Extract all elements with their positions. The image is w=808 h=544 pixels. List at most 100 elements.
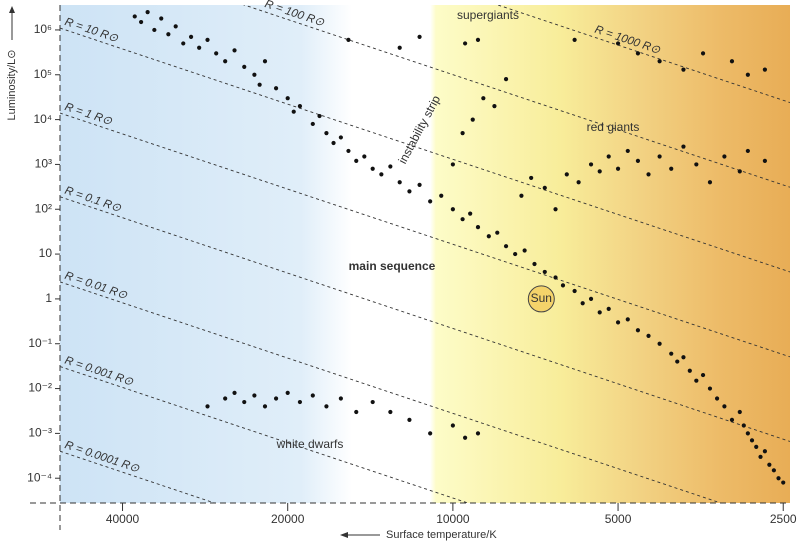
annotation: supergiants	[457, 8, 519, 22]
star	[370, 166, 375, 171]
star	[181, 41, 186, 46]
star	[606, 306, 611, 311]
star	[370, 399, 375, 405]
sun	[527, 285, 555, 313]
annotation: red giants	[587, 120, 640, 134]
star	[669, 166, 674, 171]
star	[132, 14, 137, 19]
star	[138, 19, 144, 25]
star	[588, 296, 594, 302]
star	[657, 59, 662, 64]
star	[657, 154, 662, 159]
star	[722, 154, 727, 159]
star	[503, 244, 509, 249]
star	[242, 64, 247, 69]
radius-line	[60, 281, 723, 503]
star	[346, 37, 351, 42]
star	[486, 234, 491, 239]
star	[606, 154, 611, 159]
star	[700, 51, 706, 56]
star	[262, 404, 268, 409]
star	[492, 103, 497, 109]
star	[460, 130, 465, 136]
star	[397, 180, 402, 185]
star	[463, 41, 468, 46]
star	[513, 251, 518, 257]
star	[354, 158, 359, 163]
y-axis-title: Luminosity/L⊙	[6, 6, 18, 120]
x-tick-label: 40000	[106, 512, 140, 526]
star	[324, 130, 329, 136]
star	[481, 96, 486, 101]
radius-line	[242, 5, 790, 188]
star	[625, 148, 630, 154]
star	[152, 27, 157, 33]
star	[257, 82, 262, 87]
star	[331, 140, 336, 146]
star	[529, 175, 534, 181]
star	[475, 37, 481, 42]
star	[615, 41, 621, 46]
x-tick-label: 5000	[605, 512, 632, 526]
star	[681, 144, 686, 149]
star	[681, 355, 686, 360]
star	[428, 431, 433, 436]
star	[657, 341, 662, 346]
star	[714, 396, 720, 401]
star	[762, 158, 767, 163]
star	[553, 207, 558, 212]
star	[749, 438, 755, 443]
star	[737, 169, 742, 174]
star	[580, 301, 585, 306]
star	[197, 45, 202, 50]
star	[297, 399, 303, 405]
star	[417, 34, 422, 39]
star	[379, 172, 384, 177]
star	[495, 230, 500, 235]
star	[324, 404, 329, 409]
star	[576, 180, 581, 185]
star	[159, 16, 164, 21]
x-axis-title: Surface temperature/K	[340, 529, 497, 541]
star	[468, 211, 473, 216]
y-tick-label: 10	[39, 246, 53, 260]
radius-line	[60, 450, 216, 503]
star	[615, 320, 621, 325]
x-tick-label: 20000	[271, 512, 305, 526]
y-tick-label: 10⁴	[33, 112, 52, 126]
star	[532, 261, 537, 267]
annotation: main sequence	[349, 259, 436, 273]
star	[310, 393, 315, 398]
x-arrow-head	[340, 532, 348, 538]
star	[564, 172, 569, 177]
star	[635, 328, 641, 333]
star	[273, 396, 279, 401]
star	[572, 37, 577, 42]
star	[762, 67, 767, 72]
star	[771, 468, 776, 473]
star	[669, 351, 674, 356]
star	[694, 378, 699, 383]
star	[450, 423, 455, 428]
star	[542, 269, 547, 275]
star	[214, 51, 219, 56]
y-tick-label: 10⁵	[34, 67, 52, 81]
radius-line	[60, 196, 790, 442]
star	[317, 113, 322, 119]
star	[762, 449, 767, 454]
star	[729, 59, 735, 64]
star	[470, 117, 475, 122]
star	[388, 409, 393, 415]
star	[635, 51, 641, 56]
y-tick-label: 10⁻¹	[28, 336, 52, 350]
star	[242, 399, 247, 405]
star	[205, 37, 210, 42]
star	[262, 59, 268, 64]
radius-line	[60, 27, 790, 273]
star	[700, 372, 706, 378]
star	[407, 417, 412, 422]
star	[417, 182, 422, 187]
star	[232, 390, 237, 396]
star	[354, 409, 359, 415]
star	[781, 480, 786, 485]
